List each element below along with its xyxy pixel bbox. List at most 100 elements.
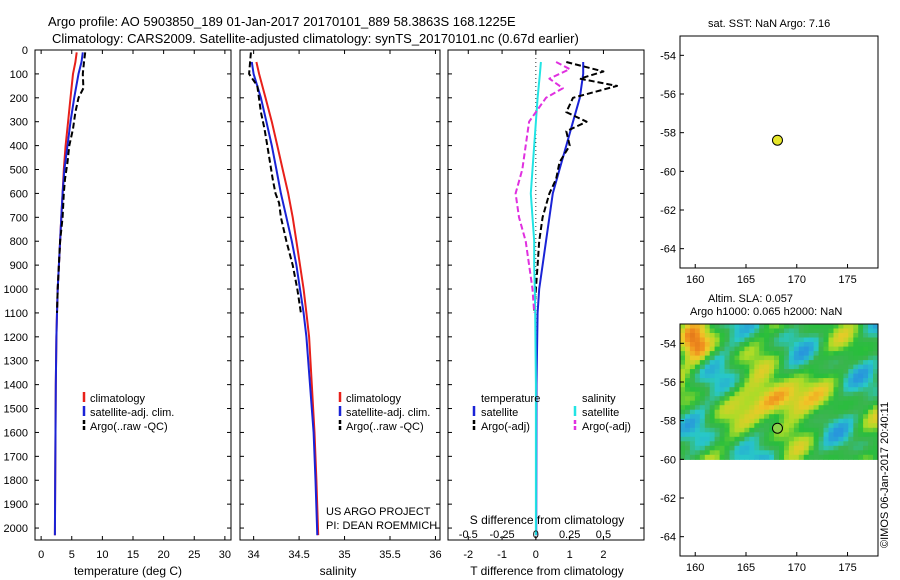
sla-cell	[739, 378, 745, 384]
sla-cell	[843, 423, 849, 429]
sla-cell	[863, 409, 869, 415]
sla-cell	[863, 378, 869, 384]
sla-cell	[784, 409, 790, 415]
sla-cell	[739, 324, 745, 330]
sla-cell	[823, 387, 829, 393]
sla-cell	[744, 454, 750, 460]
series-line-s-satellite	[529, 61, 542, 536]
sla-cell	[793, 450, 800, 456]
sla-cell	[689, 360, 696, 366]
sla-cell	[759, 423, 765, 429]
sla-cell	[873, 427, 879, 433]
sla-cell	[873, 391, 879, 397]
sla-cell	[729, 427, 735, 433]
sla-cell	[863, 351, 869, 357]
sla-cell	[843, 324, 849, 330]
sla-cell	[734, 337, 740, 343]
sla-cell	[808, 369, 815, 375]
sla-cell	[873, 450, 879, 456]
sla-cell	[749, 369, 755, 375]
sla-cell	[699, 382, 706, 388]
sla-cell	[694, 436, 701, 442]
sla-cell	[689, 414, 696, 420]
sla-cell	[868, 378, 874, 384]
sla-cell	[694, 391, 701, 397]
sla-cell	[714, 346, 721, 352]
sla-cell	[813, 382, 820, 388]
sla-cell	[680, 427, 686, 433]
sla-cell	[808, 328, 815, 334]
sla-cell	[863, 436, 869, 442]
sla-cell	[784, 342, 790, 348]
sla-cell	[853, 432, 859, 438]
sla-cell	[838, 450, 844, 456]
sla-cell	[680, 373, 686, 379]
sla-cell	[828, 387, 834, 393]
sla-cell	[744, 441, 750, 447]
sla-cell	[788, 351, 795, 357]
sla-cell	[848, 423, 854, 429]
x-tick-label: 0	[38, 549, 44, 561]
sla-cell	[774, 351, 780, 357]
sla-cell	[853, 441, 859, 447]
sla-cell	[704, 351, 711, 357]
sla-cell	[739, 400, 745, 406]
sla-cell	[873, 369, 879, 375]
sla-cell	[808, 450, 815, 456]
sla-cell	[798, 346, 805, 352]
sla-cell	[868, 346, 874, 352]
sla-cell	[784, 328, 790, 334]
sla-cell	[793, 342, 800, 348]
x-tick-label: 30	[219, 549, 231, 561]
sla-cell	[704, 405, 711, 411]
sla-cell	[709, 355, 716, 361]
sla-cell	[848, 400, 854, 406]
sla-cell	[788, 454, 795, 460]
sla-cell	[729, 369, 735, 375]
sla-cell	[784, 382, 790, 388]
sla-cell	[685, 369, 691, 375]
sla-cell	[848, 445, 854, 451]
sla-cell	[828, 445, 834, 451]
sla-cell	[764, 405, 770, 411]
sla-cell	[749, 342, 755, 348]
sla-cell	[843, 382, 849, 388]
sla-cell	[788, 369, 795, 375]
sla-cell	[739, 391, 745, 397]
sla-cell	[694, 454, 701, 460]
sla-cell	[863, 400, 869, 406]
sla-cell	[784, 324, 790, 330]
x-tick-label-top: 0.25	[559, 529, 580, 541]
sla-cell	[868, 355, 874, 361]
sla-cell	[774, 400, 780, 406]
sla-cell	[833, 387, 839, 393]
sla-cell	[779, 382, 785, 388]
sla-cell	[680, 423, 686, 429]
sla-cell	[680, 382, 686, 388]
sla-cell	[838, 396, 844, 402]
sla-cell	[779, 405, 785, 411]
sla-cell	[873, 382, 879, 388]
sla-cell	[689, 427, 696, 433]
sla-cell	[754, 378, 760, 384]
depth-tick-label: 900	[10, 260, 28, 272]
sla-cell	[724, 355, 730, 361]
sla-cell	[828, 364, 834, 370]
sla-cell	[793, 351, 800, 357]
sla-cell	[685, 391, 691, 397]
sla-cell	[798, 387, 805, 393]
sla-cell	[873, 441, 879, 447]
sla-cell	[823, 382, 829, 388]
sla-cell	[848, 382, 854, 388]
sla-cell	[754, 382, 760, 388]
sla-cell	[694, 418, 701, 424]
sla-cell	[744, 409, 750, 415]
sla-cell	[818, 391, 825, 397]
sla-cell	[699, 454, 706, 460]
sla-cell	[689, 432, 696, 438]
sla-cell	[863, 346, 869, 352]
depth-tick-label: 500	[10, 165, 28, 177]
sla-cell	[853, 454, 859, 460]
sla-cell	[779, 355, 785, 361]
difference-panel-frame	[447, 49, 645, 541]
